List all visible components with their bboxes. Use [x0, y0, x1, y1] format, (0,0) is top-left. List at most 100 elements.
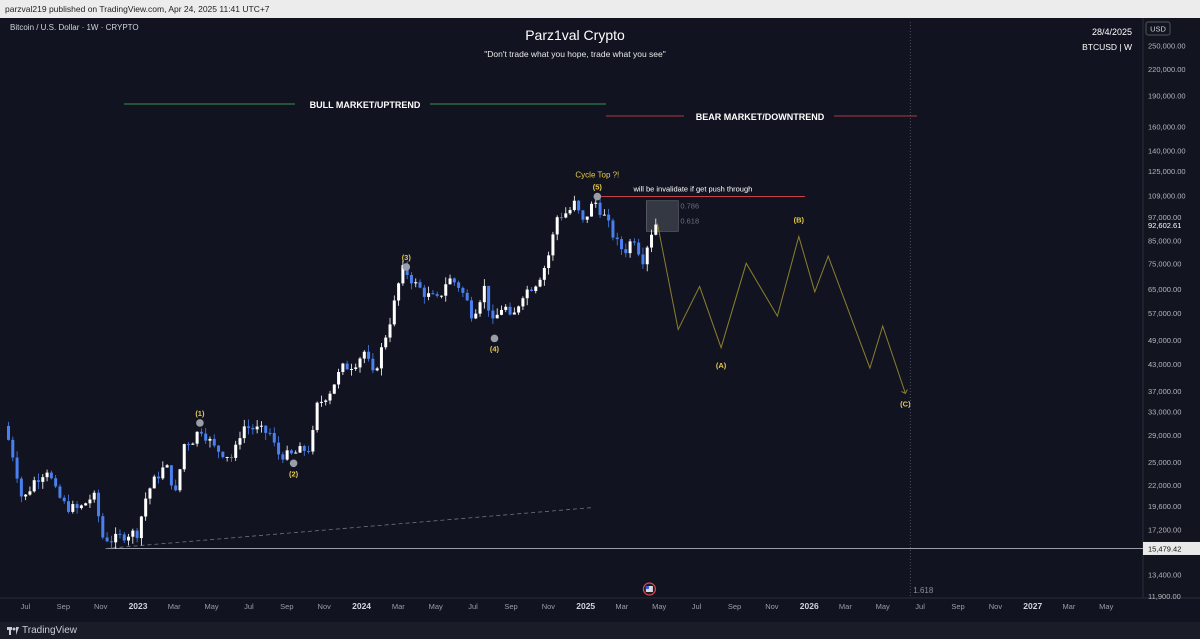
candle-body	[641, 254, 645, 265]
candle-body	[208, 438, 212, 441]
x-tick-label: Nov	[318, 602, 332, 611]
wave-marker-2	[289, 459, 298, 468]
candle-body	[49, 472, 53, 479]
candle-body	[15, 457, 19, 479]
candle-body	[397, 283, 401, 301]
candle-body	[632, 241, 636, 243]
candle-body	[122, 534, 126, 541]
y-tick-label: 49,000.00	[1148, 336, 1181, 345]
x-tick-label: Sep	[57, 602, 70, 611]
wave-marker-4	[490, 334, 499, 343]
candle-body	[521, 298, 525, 307]
candle-body	[319, 401, 323, 403]
y-tick-label: 13,400.00	[1148, 571, 1181, 580]
y-tick-label: 97,000.00	[1148, 213, 1181, 222]
tradingview-brand: TradingView	[22, 625, 78, 636]
candle-body	[118, 533, 122, 535]
event-flag-icon	[642, 582, 657, 596]
date-label: 28/4/2025	[1092, 27, 1132, 37]
candle-body	[392, 300, 396, 325]
candle-body	[217, 445, 221, 452]
y-axis: USD 250,000.00 220,000.00 190,000.00 160,000…	[1145, 21, 1186, 601]
publish-info: parzval219 published on TradingView.com,…	[5, 4, 270, 14]
candle-body	[508, 306, 512, 315]
candle-body	[551, 234, 555, 256]
x-tick-label: Mar	[1062, 602, 1075, 611]
y-tick-label: 19,600.00	[1148, 502, 1181, 511]
y-tick-label: 125,000.00	[1148, 167, 1186, 176]
candle-body	[504, 306, 508, 310]
candle-body	[131, 530, 135, 537]
y-tick-label: 25,000.00	[1148, 458, 1181, 467]
candle-body	[379, 347, 383, 369]
candle-body	[555, 217, 559, 235]
x-tick-label: 2023	[129, 601, 148, 611]
symbol-label: Bitcoin / U.S. Dollar · 1W · CRYPTO	[10, 23, 139, 32]
candle-body	[615, 237, 619, 240]
candle-body	[474, 313, 478, 319]
candle-body	[174, 485, 178, 491]
candle-body	[277, 442, 281, 455]
y-tick-label: 17,200.00	[1148, 525, 1181, 534]
projection-path	[656, 223, 906, 394]
candle-body	[529, 289, 533, 292]
candle-body	[422, 287, 426, 297]
candle-body	[384, 337, 388, 348]
y-tick-label: 190,000.00	[1148, 91, 1186, 100]
candle-body	[272, 432, 276, 443]
candle-body	[109, 541, 113, 543]
candle-body	[414, 282, 418, 284]
wave-marker-3	[402, 263, 411, 271]
candle-body	[19, 478, 23, 497]
candle-body	[332, 384, 336, 394]
wave-label-b: (B)	[794, 215, 805, 224]
y-tick-label: 37,000.00	[1148, 387, 1181, 396]
x-tick-label: 2025	[576, 601, 595, 611]
x-tick-label: May	[429, 602, 443, 611]
fib-box	[646, 200, 679, 232]
candle-body	[238, 438, 242, 445]
x-tick-label: Mar	[168, 602, 181, 611]
candle-body	[491, 310, 495, 319]
candle-body	[594, 202, 598, 204]
candle-body	[590, 203, 594, 217]
candle-body	[32, 480, 36, 492]
candle-body	[628, 241, 632, 254]
price-axis-panel	[1143, 18, 1200, 598]
candle-body	[495, 314, 499, 319]
candle-body	[24, 494, 28, 497]
event-flag	[645, 586, 653, 592]
x-tick-label: Nov	[542, 602, 556, 611]
candle-body	[469, 300, 473, 319]
candle-body	[84, 503, 88, 506]
wave-label-3: (3)	[402, 253, 412, 262]
x-tick-label: Nov	[94, 602, 108, 611]
x-tick-label: Nov	[989, 602, 1003, 611]
candle-body	[139, 516, 143, 539]
candle-body	[427, 293, 431, 297]
candle-body	[71, 504, 75, 512]
candle-body	[650, 234, 654, 248]
invalidation-label: will be invalidate if get push through	[632, 185, 752, 194]
candle-body	[259, 425, 263, 427]
candle-body	[435, 294, 439, 296]
current-price-label: 92,602.61	[1148, 221, 1181, 230]
y-tick-label: 22,000.00	[1148, 481, 1181, 490]
candle-body	[234, 444, 238, 458]
candle-body	[157, 476, 161, 479]
candle-body	[564, 213, 568, 218]
y-tick-label: 75,000.00	[1148, 259, 1181, 268]
y-tick-label: 65,000.00	[1148, 285, 1181, 294]
candle-body	[568, 210, 572, 214]
x-tick-label: May	[652, 602, 666, 611]
candle-body	[602, 214, 606, 216]
candle-body	[41, 477, 45, 482]
candle-body	[75, 504, 79, 509]
candle-body	[358, 358, 362, 368]
x-tick-label: Jul	[692, 602, 702, 611]
ticker-label: BTCUSD | W	[1082, 42, 1132, 52]
candle-body	[354, 367, 358, 369]
event-flag-canton	[645, 586, 649, 589]
